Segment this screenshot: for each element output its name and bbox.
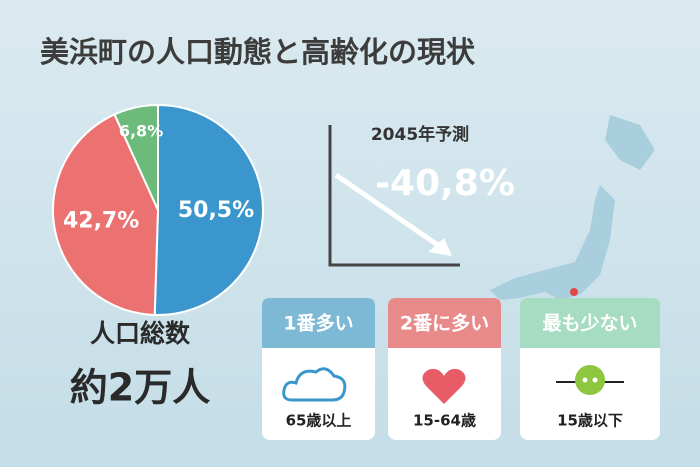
- cards: 1番多い 65歳以上 2番に多い 15-64歳 最も少ない 15歳以下: [262, 298, 660, 440]
- card-header: [520, 298, 660, 348]
- total-label: 人口総数: [90, 319, 191, 348]
- title: 美浜町の人口動態と高齢化の現状: [40, 35, 476, 69]
- card-group: 65歳以上: [286, 412, 352, 430]
- card-group: 15歳以下: [557, 412, 623, 430]
- down-arrow: [334, 172, 447, 253]
- location-dot: [570, 288, 578, 296]
- forecast-value: -40,8%: [375, 163, 515, 204]
- card-rank: 1番多い: [283, 312, 353, 335]
- japan-map: [490, 115, 655, 300]
- pie-slice: [52, 113, 160, 316]
- heart-icon: [422, 368, 466, 404]
- cloud-icon: [282, 367, 347, 402]
- axis: [328, 125, 460, 267]
- slice-label: 6,8%: [119, 121, 163, 140]
- card-rank: 2番に多い: [400, 312, 489, 335]
- pie-slice: [153, 103, 264, 316]
- arrow-head: [428, 238, 452, 256]
- pie-slice: [113, 103, 159, 211]
- card-rank: 最も少ない: [542, 313, 637, 335]
- total-value: 約2万人: [70, 366, 210, 410]
- card-header: [262, 298, 375, 348]
- eye: [582, 377, 588, 383]
- pie-chart: 50,5% 42,7% 6,8%: [52, 103, 264, 316]
- face-icon: [575, 365, 605, 395]
- forecast-label: 2045年予測: [371, 124, 469, 145]
- eye: [592, 377, 598, 383]
- card-header: [388, 298, 501, 348]
- slice-label: 50,5%: [178, 198, 254, 223]
- card-group: 15-64歳: [413, 412, 476, 430]
- slice-label: 42,7%: [63, 208, 139, 233]
